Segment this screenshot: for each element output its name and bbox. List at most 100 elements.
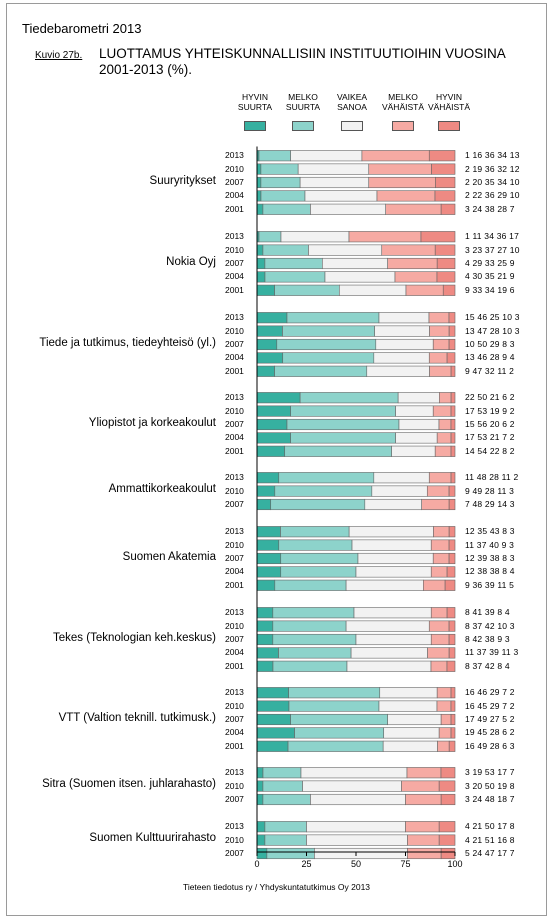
year-label: 2004: [225, 190, 244, 201]
bar-segment-hyvin-vahaista: [440, 793, 456, 806]
bar-segment-melko-vahaista: [430, 633, 450, 646]
bar-segment-hyvin-suurta: [256, 365, 275, 377]
value-labels: 4 21 50 17 8: [465, 821, 545, 831]
value-label: 9: [502, 352, 510, 363]
bar-segment-vaikea-sanoa: [355, 566, 432, 578]
value-labels: 13 47 28 10 3: [465, 326, 545, 336]
bar-segment-melko-vahaista: [430, 607, 448, 619]
year-label: 2013: [225, 150, 244, 161]
bar-segment-melko-suurta: [264, 834, 307, 846]
year-label: 2010: [225, 485, 244, 496]
bar-segment-melko-suurta: [266, 847, 315, 860]
year-label: 2013: [225, 821, 244, 832]
bar-segment-hyvin-vahaista: [448, 620, 456, 632]
value-label: 2: [513, 472, 519, 483]
bar-segment-hyvin-vahaista: [448, 338, 456, 351]
value-label: 53: [477, 432, 490, 443]
bar-segment-hyvin-vahaista: [448, 633, 456, 646]
value-label: 20: [489, 419, 503, 429]
bar-segment-hyvin-suurta: [256, 834, 266, 846]
value-label: 53: [484, 767, 498, 778]
value-label: 2: [465, 190, 473, 201]
value-label: 29: [489, 687, 503, 698]
bar-segment-melko-suurta: [258, 150, 291, 162]
bar-segment-hyvin-vahaista: [450, 365, 456, 377]
bar-segment-hyvin-vahaista: [448, 552, 456, 565]
value-label: 9: [497, 634, 505, 644]
value-label: 1: [465, 231, 473, 242]
bar-segment-hyvin-vahaista: [450, 432, 456, 444]
legend-label-line2: SUURTA: [237, 102, 273, 112]
value-label: 11: [497, 365, 510, 376]
bar-segment-melko-suurta: [286, 312, 380, 324]
value-label: 9: [509, 271, 515, 282]
bar-segment-hyvin-suurta: [256, 190, 262, 202]
bar-segment-hyvin-suurta: [256, 700, 290, 712]
legend-label-line2: SANOA: [337, 102, 367, 112]
bar-segment-hyvin-vahaista: [428, 150, 456, 162]
institution-label: Suomen Kulttuurirahasto: [89, 832, 216, 845]
legend-label-line2: VÄHÄISTÄ: [427, 102, 471, 112]
bar-segment-vaikea-sanoa: [395, 405, 434, 417]
bar-segment-melko-suurta: [264, 271, 326, 283]
bar-segment-hyvin-suurta: [256, 552, 282, 565]
year-label: 2004: [225, 432, 244, 443]
value-labels: 4 21 51 16 8: [465, 835, 545, 845]
value-label: 40: [489, 539, 502, 550]
bar-segment-hyvin-vahaista: [450, 445, 456, 457]
year-label: 2001: [225, 660, 244, 671]
value-label: 38: [477, 566, 490, 577]
bar-segment-hyvin-vahaista: [442, 284, 456, 296]
bar-segment-vaikea-sanoa: [379, 687, 438, 699]
value-label: 41: [472, 607, 485, 618]
bar-segment-hyvin-suurta: [256, 338, 278, 351]
legend-label-line2: VÄHÄISTÄ: [381, 102, 425, 112]
value-label: 19: [465, 727, 478, 738]
value-label: 23: [472, 244, 485, 255]
year-label: 2004: [225, 271, 244, 282]
bar-segment-melko-vahaista: [361, 150, 430, 162]
bar-segment-vaikea-sanoa: [345, 620, 430, 632]
bar-segment-melko-vahaista: [394, 271, 438, 283]
value-label: 36: [484, 190, 498, 201]
bar-segment-melko-vahaista: [436, 687, 452, 699]
bar-segment-hyvin-vahaista: [438, 821, 456, 833]
year-label: 2010: [225, 405, 244, 416]
bar-segment-hyvin-vahaista: [436, 271, 456, 283]
value-label: 2: [509, 727, 515, 738]
bar-segment-vaikea-sanoa: [300, 767, 408, 779]
bar-segment-vaikea-sanoa: [299, 176, 370, 189]
value-label: 38: [489, 566, 503, 577]
bar-segment-melko-suurta: [290, 713, 388, 726]
value-labels: 3 23 37 27 10: [465, 245, 545, 255]
value-label: 24: [472, 794, 485, 804]
value-labels: 2 20 35 34 10: [465, 177, 545, 187]
value-label: 42: [484, 660, 498, 671]
bar-segment-hyvin-suurta: [256, 432, 291, 444]
bar-segment-hyvin-suurta: [256, 418, 288, 431]
value-label: 29: [489, 700, 503, 711]
value-label: 34: [497, 150, 510, 161]
year-label: 2010: [225, 325, 244, 336]
bar-segment-melko-suurta: [262, 780, 303, 792]
value-label: 4: [509, 352, 515, 363]
bar-segment-vaikea-sanoa: [322, 257, 388, 270]
value-label: 17: [465, 405, 478, 416]
value-labels: 4 30 35 21 9: [465, 271, 545, 281]
x-tick-label: 25: [301, 859, 312, 869]
bar-segment-melko-vahaista: [405, 821, 440, 833]
bar-segment-hyvin-vahaista: [440, 767, 456, 779]
bar-segment-hyvin-vahaista: [438, 780, 456, 792]
bar-segment-melko-vahaista: [436, 700, 452, 712]
value-label: 37: [476, 647, 490, 658]
bar-segment-hyvin-suurta: [256, 176, 262, 189]
value-label: 3: [504, 634, 510, 644]
value-labels: 8 42 38 9 3: [465, 634, 545, 644]
value-labels: 15 56 20 6 2: [465, 419, 545, 429]
year-label: 2010: [225, 834, 244, 845]
value-label: 18: [497, 794, 510, 804]
value-label: 4: [465, 834, 473, 845]
value-labels: 19 45 28 6 2: [465, 727, 545, 737]
bar-segment-hyvin-suurta: [256, 579, 276, 591]
